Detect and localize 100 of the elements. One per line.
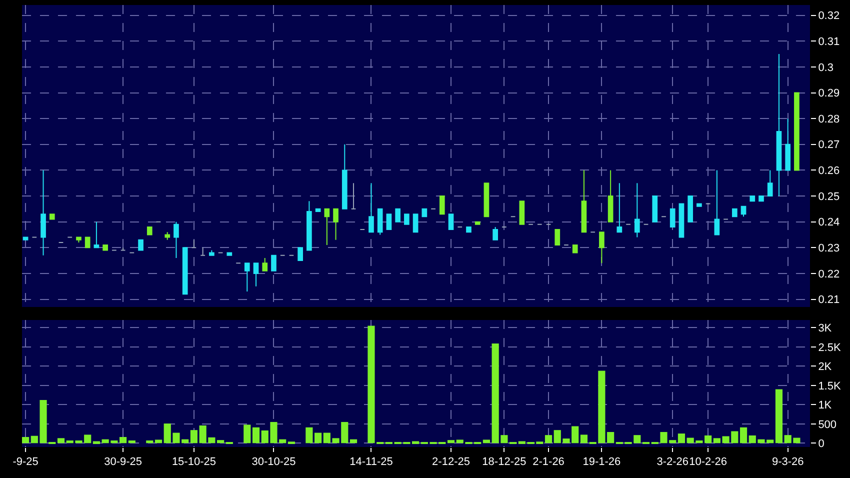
- y-tick-label: 0.24: [818, 216, 840, 229]
- bar: [22, 436, 30, 444]
- y-tick-label: 0.3: [818, 62, 834, 74]
- y-tick-label: 0.28: [818, 113, 840, 126]
- y-tick-label: 0: [818, 438, 824, 450]
- candlestick: [776, 54, 782, 197]
- candlestick: [412, 214, 418, 233]
- candlestick: [84, 236, 90, 248]
- candlestick: [174, 221, 179, 258]
- y-tick-label: 0.27: [818, 139, 840, 152]
- candlestick: [554, 229, 560, 246]
- bar: [190, 430, 198, 444]
- candlestick: [146, 226, 152, 236]
- bar: [128, 440, 136, 444]
- candlestick: [182, 247, 188, 295]
- bar: [154, 440, 162, 444]
- x-tick-label: 30-10-25: [252, 456, 296, 468]
- bar: [57, 438, 65, 444]
- bar: [244, 424, 251, 444]
- y-tick-label: 1K: [818, 400, 832, 412]
- y-tick-label: 0.29: [818, 88, 840, 100]
- bar: [412, 441, 420, 444]
- candlestick: [368, 182, 374, 233]
- x-tick-label: 10-2-26: [689, 456, 728, 468]
- candlestick: [395, 208, 400, 222]
- candlestick: [794, 92, 800, 171]
- candlestick: [767, 170, 773, 197]
- candlestick: [678, 203, 684, 238]
- bar: [580, 434, 588, 444]
- y-tick-label: 500: [818, 418, 837, 431]
- x-tick-label: 18-12-25: [482, 456, 526, 468]
- bar: [740, 427, 748, 444]
- y-tick-label: 0.22: [818, 268, 840, 280]
- candlestick: [634, 182, 640, 238]
- bar: [713, 438, 720, 444]
- candlestick: [138, 239, 144, 251]
- candlestick: [262, 257, 268, 272]
- y-tick-label: 0.25: [818, 190, 840, 203]
- candlestick: [333, 208, 338, 240]
- y-tick-label: 2K: [818, 361, 832, 374]
- bar: [607, 432, 614, 444]
- y-tick-label: 1.5K: [818, 380, 842, 392]
- candlestick: [120, 247, 126, 251]
- candlestick: [342, 144, 348, 210]
- bar: [482, 440, 490, 444]
- x-tick-label: 14-11-25: [350, 456, 393, 468]
- bar: [217, 440, 224, 444]
- candlestick: [386, 214, 392, 230]
- x-tick-label: -9-25: [12, 456, 38, 468]
- candlestick: [253, 262, 259, 287]
- y-tick-label: 2.5K: [818, 342, 842, 354]
- candlestick: [581, 170, 587, 233]
- candlestick: [40, 170, 46, 256]
- candlestick: [714, 170, 720, 236]
- bar: [544, 435, 552, 444]
- candlestick: [466, 226, 472, 233]
- candlestick: [200, 247, 206, 256]
- candlestick: [732, 208, 738, 218]
- bar: [775, 389, 783, 444]
- x-tick-label: 19-1-26: [582, 456, 621, 468]
- candlestick: [209, 250, 214, 256]
- candlestick: [439, 196, 445, 215]
- bar: [678, 434, 686, 444]
- candlestick: [244, 262, 250, 292]
- x-tick-label: 30-9-25: [104, 456, 142, 468]
- candlestick: [271, 254, 276, 272]
- candlestick: [740, 206, 746, 218]
- y-tick-label: 0.32: [818, 10, 840, 22]
- bar: [350, 439, 358, 444]
- x-tick-label: 15-10-25: [172, 456, 216, 468]
- bar: [146, 440, 154, 444]
- candlestick: [696, 203, 702, 207]
- candlestick: [492, 226, 498, 240]
- candlestick: [758, 196, 764, 202]
- candlestick: [298, 247, 303, 262]
- candlestick: [76, 236, 82, 243]
- bar: [92, 441, 100, 444]
- y-tick-label: 3K: [818, 322, 832, 335]
- candlestick: [474, 221, 480, 225]
- y-tick-label: 0.21: [818, 294, 840, 306]
- x-tick-label: 3-2-26: [656, 456, 689, 468]
- candlestick: [785, 118, 791, 171]
- candlestick: [191, 239, 197, 248]
- bar: [306, 427, 313, 444]
- candlestick: [377, 208, 383, 236]
- candlestick: [306, 200, 312, 251]
- candlestick: [688, 196, 694, 222]
- bar: [252, 427, 260, 444]
- candlestick: [164, 232, 170, 240]
- candlestick: [572, 244, 578, 254]
- candlestick: [448, 214, 454, 230]
- candlestick: [519, 200, 525, 225]
- candlestick: [350, 182, 356, 210]
- candlestick: [599, 232, 604, 264]
- candlestick: [324, 208, 330, 246]
- y-tick-label: 0.31: [818, 36, 840, 48]
- bar: [447, 440, 455, 444]
- y-tick-label: 0.26: [818, 165, 840, 178]
- bar: [120, 436, 127, 444]
- candlestick: [484, 182, 490, 218]
